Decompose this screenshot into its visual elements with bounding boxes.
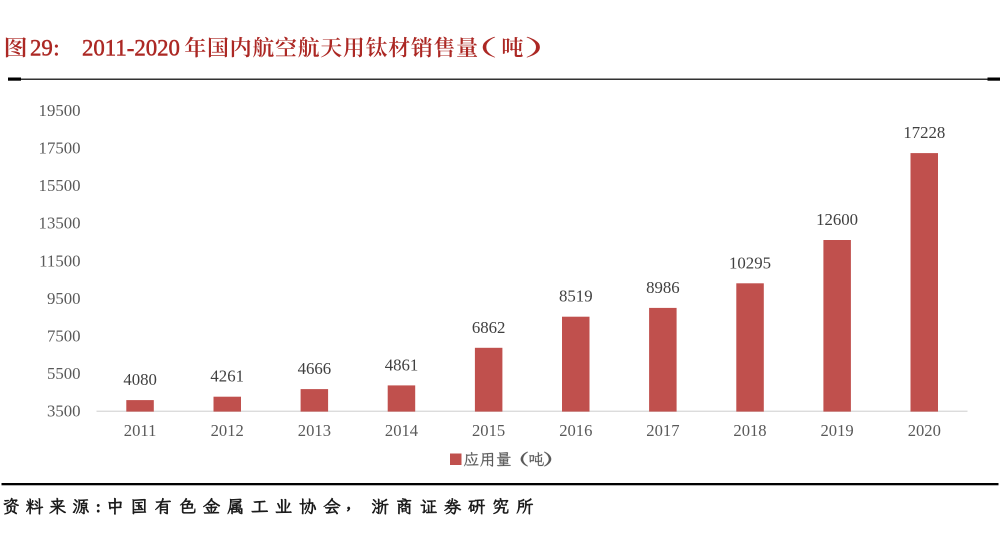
svg-text:2020: 2020	[908, 421, 941, 440]
svg-text:2017: 2017	[646, 421, 679, 440]
svg-text::: :	[95, 497, 101, 517]
svg-text:15500: 15500	[39, 176, 81, 195]
svg-text:4666: 4666	[298, 359, 332, 378]
svg-text:4080: 4080	[123, 370, 157, 389]
svg-text:2011: 2011	[124, 421, 157, 440]
svg-text:9500: 9500	[47, 289, 81, 308]
svg-text:2012: 2012	[211, 421, 244, 440]
svg-text:19500: 19500	[39, 101, 81, 120]
svg-text:2015: 2015	[472, 421, 505, 440]
svg-text:2016: 2016	[559, 421, 592, 440]
svg-text:6862: 6862	[472, 318, 506, 337]
svg-text:29: 29	[30, 36, 53, 61]
svg-text:7500: 7500	[47, 326, 81, 345]
svg-text:4861: 4861	[385, 355, 419, 374]
svg-text:8986: 8986	[646, 278, 680, 297]
svg-text:2014: 2014	[385, 421, 419, 440]
svg-text:12600: 12600	[816, 210, 858, 229]
svg-text:2013: 2013	[298, 421, 331, 440]
svg-text:3500: 3500	[47, 402, 81, 421]
svg-text:4261: 4261	[210, 367, 244, 386]
svg-text:2011-2020: 2011-2020	[82, 36, 180, 61]
svg-text:8519: 8519	[559, 287, 593, 306]
svg-text:17228: 17228	[903, 123, 945, 142]
svg-text:11500: 11500	[39, 251, 80, 270]
svg-text:13500: 13500	[39, 214, 81, 233]
svg-text:2018: 2018	[733, 421, 766, 440]
svg-text:5500: 5500	[47, 364, 81, 383]
svg-text:2019: 2019	[821, 421, 854, 440]
svg-text:17500: 17500	[39, 139, 81, 158]
svg-text:10295: 10295	[729, 253, 771, 272]
svg-text::: :	[53, 36, 59, 61]
